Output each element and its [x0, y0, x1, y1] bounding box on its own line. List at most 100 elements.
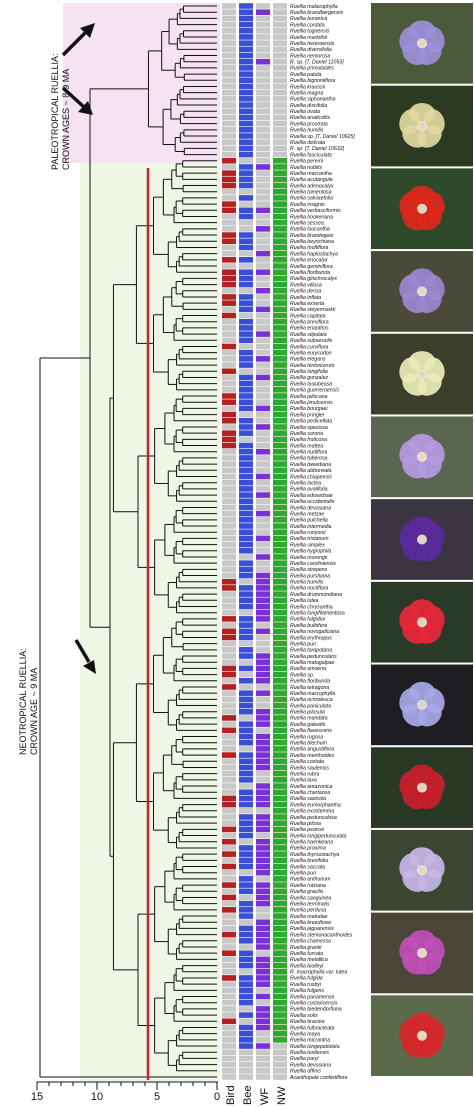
nw-trait-cell — [273, 708, 287, 715]
bee-trait-cell — [239, 999, 253, 1006]
species-label: Ruellia ochroleuca — [290, 697, 333, 703]
species-label: Ruellia bignoniiflora — [290, 78, 335, 84]
nw-trait-cell — [273, 306, 287, 313]
nw-trait-cell — [273, 294, 287, 300]
nw-trait-cell — [273, 1024, 287, 1031]
bee-trait-cell — [239, 560, 253, 566]
bee-trait-cell — [239, 21, 253, 28]
bee-trait-cell — [239, 188, 253, 195]
nw-trait-cell — [273, 1012, 287, 1018]
nw-trait-cell — [273, 801, 287, 808]
wf-trait-cell — [256, 108, 270, 115]
bee-trait-cell — [239, 653, 253, 659]
paleotropical-label: PALEOTROPICAL RUELLIA: CROWN AGES ~ 8-9 … — [50, 53, 71, 170]
nw-trait-cell — [273, 814, 287, 820]
wf-trait-cell — [256, 213, 270, 220]
bird-trait-cell — [222, 721, 236, 727]
photo-red-tubular-flower — [371, 747, 473, 828]
nw-trait-cell — [273, 71, 287, 77]
wf-trait-cell — [256, 733, 270, 740]
bird-trait-cell — [222, 405, 236, 412]
species-label: Ruellia solis — [290, 1013, 318, 1019]
nw-trait-cell — [273, 950, 287, 956]
bird-trait-cell — [222, 219, 236, 226]
bird-trait-cell — [222, 863, 236, 870]
nw-trait-cell — [273, 764, 287, 771]
wf-trait-cell — [256, 114, 270, 121]
nw-trait-cell — [273, 263, 287, 269]
nw-trait-cell — [273, 281, 287, 288]
nw-trait-cell — [273, 585, 287, 591]
species-label: Ruellia patula — [290, 72, 322, 78]
bee-trait-cell — [239, 523, 253, 529]
wf-trait-cell — [256, 510, 270, 517]
nw-trait-cell — [273, 684, 287, 690]
bee-trait-cell — [239, 888, 253, 895]
species-label: Ruellia erythropus — [290, 635, 332, 641]
wf-trait-cell — [256, 739, 270, 746]
bee-trait-cell — [239, 102, 253, 108]
bird-trait-cell — [222, 869, 236, 876]
bee-trait-cell — [239, 981, 253, 987]
species-label: Ruellia stemonacanthoides — [290, 932, 353, 938]
bee-trait-cell — [239, 3, 253, 9]
nw-trait-cell — [273, 188, 287, 195]
bird-trait-cell — [222, 356, 236, 362]
nw-trait-cell — [273, 727, 287, 734]
bird-trait-cell — [222, 523, 236, 529]
bird-trait-cell — [222, 758, 236, 765]
bird-trait-cell — [222, 845, 236, 851]
species-label: Ruellia floribunda — [290, 270, 330, 276]
wf-trait-cell — [256, 591, 270, 597]
bird-trait-cell — [222, 770, 236, 777]
bee-trait-cell — [239, 486, 253, 492]
nw-trait-cell — [273, 869, 287, 876]
photo-red-flower — [371, 168, 473, 250]
species-label: Ruellia rutziana — [290, 883, 326, 889]
wf-trait-cell — [256, 127, 270, 133]
bird-trait-cell — [222, 120, 236, 127]
nw-trait-cell — [273, 900, 287, 907]
wf-trait-cell — [256, 201, 270, 207]
bird-trait-cell — [222, 77, 236, 84]
bird-trait-cell — [222, 708, 236, 715]
wf-trait-cell — [256, 1061, 270, 1068]
nw-trait-cell — [273, 1030, 287, 1037]
bee-trait-cell — [239, 312, 253, 319]
bird-trait-cell — [222, 999, 236, 1006]
bee-trait-cell — [239, 739, 253, 746]
wf-trait-cell — [256, 708, 270, 715]
bird-trait-cell — [222, 677, 236, 684]
bee-trait-cell — [239, 603, 253, 610]
species-label: Ruellia hookeriana — [290, 214, 333, 220]
species-label: Ruellia villosa — [290, 282, 322, 288]
species-label: Ruellia rubra — [290, 771, 320, 777]
wf-trait-cell — [256, 981, 270, 987]
paleotropical-label-line1: PALEOTROPICAL RUELLIA: — [50, 53, 60, 170]
species-label: Ruellia adenocalyx — [290, 183, 334, 189]
bird-trait-cell — [222, 170, 236, 176]
bee-trait-cell — [239, 1024, 253, 1031]
species-label: Ruellia fulbracteata — [290, 1025, 335, 1031]
bird-trait-cell — [222, 486, 236, 492]
wf-trait-cell — [256, 999, 270, 1006]
nw-trait-cell — [273, 325, 287, 331]
axis-tick-label: 10 — [91, 1091, 103, 1103]
bee-trait-cell — [239, 151, 253, 158]
wf-trait-cell — [256, 238, 270, 245]
species-label: Ruellia sp. — [290, 672, 314, 678]
species-label: Ruellia lasiobeasa — [290, 381, 332, 387]
wf-trait-cell — [256, 931, 270, 938]
bee-trait-cell — [239, 671, 253, 678]
nw-trait-cell — [273, 417, 287, 424]
bee-trait-cell — [239, 343, 253, 350]
nw-trait-cell — [273, 83, 287, 90]
wf-trait-cell — [256, 411, 270, 418]
nw-trait-cell — [273, 461, 287, 467]
time-axis — [36, 1081, 218, 1090]
species-label: Ruellia fasciculata — [290, 152, 332, 158]
bird-trait-cell — [222, 287, 236, 294]
nw-trait-cell — [273, 1055, 287, 1062]
nw-trait-cell — [273, 634, 287, 641]
species-label: Ruellia mattea — [290, 443, 323, 449]
